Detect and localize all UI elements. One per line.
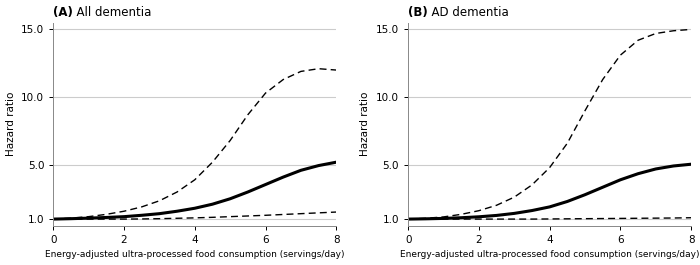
X-axis label: Energy-adjusted ultra-processed food consumption (servings/day): Energy-adjusted ultra-processed food con… — [400, 250, 699, 259]
X-axis label: Energy-adjusted ultra-processed food consumption (servings/day): Energy-adjusted ultra-processed food con… — [45, 250, 344, 259]
Text: All dementia: All dementia — [69, 6, 151, 19]
Y-axis label: Hazard ratio: Hazard ratio — [6, 92, 15, 156]
Y-axis label: Hazard ratio: Hazard ratio — [360, 92, 370, 156]
Text: (A): (A) — [53, 6, 73, 19]
Text: (B): (B) — [408, 6, 428, 19]
Text: AD dementia: AD dementia — [424, 6, 508, 19]
